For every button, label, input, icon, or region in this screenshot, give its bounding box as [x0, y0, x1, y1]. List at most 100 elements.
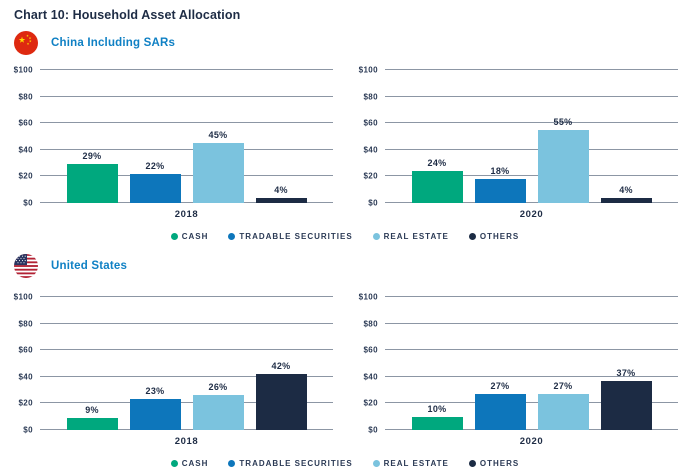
- legend-label: TRADABLE SECURITIES: [239, 458, 353, 468]
- legend-item-real-estate: REAL ESTATE: [372, 459, 449, 468]
- bar-value-label: 4%: [619, 184, 633, 195]
- gridline: [385, 375, 678, 377]
- y-axis-tick-label: $80: [363, 319, 378, 329]
- y-axis-tick-label: $100: [358, 292, 378, 302]
- bar-real-estate: 26%: [192, 382, 244, 430]
- gridline: [385, 349, 678, 351]
- y-axis-tick-label: $60: [18, 345, 33, 355]
- bar-tradable-securities: 23%: [129, 386, 181, 430]
- gridline: [385, 69, 678, 70]
- gridline: [40, 148, 333, 150]
- y-axis-tick-label: $0: [368, 425, 378, 435]
- gridline: [40, 322, 333, 324]
- legend-item-tradable-securities: TRADABLE SECURITIES: [228, 459, 352, 468]
- y-axis-tick-label: $60: [363, 118, 378, 128]
- cash-legend-dot-icon: [170, 232, 178, 240]
- cash-legend-dot-icon: [170, 459, 178, 467]
- legend-item-others: OTHERS: [468, 458, 520, 468]
- y-axis-tick-label: $40: [363, 145, 378, 155]
- bar-real-estate: 27%: [537, 381, 589, 430]
- charts-row-us: $0 $20 $40 $60 $80 $100 9% 23% 26% 42% 2018 $0 $20…: [0, 288, 690, 450]
- gridline: [385, 429, 678, 430]
- bar-cash: 29%: [66, 151, 118, 203]
- legend-item-cash: CASH: [170, 231, 209, 241]
- bar-cash: 9%: [66, 405, 118, 430]
- gridline: [385, 175, 678, 177]
- bar-value-label: 24%: [427, 158, 447, 169]
- gridline: [40, 375, 333, 377]
- section-header-china: China Including SARs: [14, 31, 690, 55]
- tradable-securities-legend-dot-icon: [228, 232, 236, 240]
- y-axis-tick-label: $80: [18, 92, 33, 102]
- bar-tradable-securities: 27%: [474, 381, 526, 430]
- gridline: [40, 95, 333, 97]
- chart-us-2018: $0 $20 $40 $60 $80 $100 9% 23% 26% 42% 2018: [0, 288, 345, 450]
- real-estate-legend-dot-icon: [372, 459, 380, 467]
- tradable-securities-legend-dot-icon: [228, 459, 236, 467]
- plot-area-us-2018: $0 $20 $40 $60 $80 $100 9% 23% 26% 42%: [14, 293, 333, 435]
- bar-value-label: 27%: [553, 381, 573, 392]
- others-legend-dot-icon: [468, 232, 476, 240]
- x-axis-label: 2018: [174, 209, 199, 220]
- legend-china: CASH TRADABLE SECURITIES REAL ESTATE OTH…: [0, 229, 690, 243]
- legend-label: OTHERS: [479, 231, 520, 241]
- bar-value-label: 18%: [490, 166, 510, 177]
- y-axis-tick-label: $40: [363, 372, 378, 382]
- bar-real-estate: 55%: [537, 117, 589, 203]
- gridline: [385, 95, 678, 97]
- gridline: [385, 296, 678, 297]
- gridline: [40, 122, 333, 124]
- plot-area-china-2020: $0 $20 $40 $60 $80 $100 24% 18% 55% 4%: [359, 66, 678, 208]
- x-axis-label: 2020: [519, 436, 544, 447]
- bar-value-label: 4%: [274, 184, 288, 195]
- gridline: [385, 202, 678, 203]
- y-axis-tick-label: $0: [23, 198, 33, 208]
- bars-group: 9% 23% 26% 42%: [40, 297, 333, 430]
- y-axis-tick-label: $40: [18, 372, 33, 382]
- bars-group: 10% 27% 27% 37%: [385, 297, 678, 430]
- real-estate-legend-dot-icon: [372, 232, 380, 240]
- legend-label: REAL ESTATE: [383, 231, 449, 241]
- section-title-china: China Including SARs: [51, 37, 176, 49]
- bar-value-label: 22%: [145, 160, 165, 171]
- legend-label: TRADABLE SECURITIES: [239, 231, 353, 241]
- bar-value-label: 55%: [553, 116, 573, 127]
- y-axis-tick-label: $20: [18, 398, 33, 408]
- y-axis-tick-label: $60: [18, 118, 33, 128]
- bar-others: 42%: [255, 361, 307, 430]
- gridline: [40, 429, 333, 430]
- bar-others: 37%: [600, 368, 652, 430]
- bar-tradable-securities: 18%: [474, 166, 526, 203]
- bar-value-label: 45%: [208, 130, 228, 141]
- section-title-us: United States: [51, 260, 128, 272]
- gridline: [40, 175, 333, 177]
- y-axis-tick-label: $80: [363, 92, 378, 102]
- bar-cash: 24%: [411, 158, 463, 203]
- legend-item-others: OTHERS: [468, 231, 520, 241]
- y-axis-tick-label: $0: [23, 425, 33, 435]
- bar-value-label: 27%: [490, 381, 510, 392]
- us-flag-icon: [14, 254, 38, 278]
- bar-value-label: 23%: [145, 386, 165, 397]
- x-axis-label: 2020: [519, 209, 544, 220]
- gridline: [385, 322, 678, 324]
- legend-label: CASH: [181, 231, 209, 241]
- bar-cash: 10%: [411, 404, 463, 430]
- bar-real-estate: 45%: [192, 130, 244, 203]
- gridline: [385, 402, 678, 404]
- y-axis-tick-label: $80: [18, 319, 33, 329]
- gridline: [385, 148, 678, 150]
- legend-label: OTHERS: [479, 458, 520, 468]
- gridline: [40, 349, 333, 351]
- legend-item-tradable-securities: TRADABLE SECURITIES: [228, 232, 352, 241]
- y-axis-tick-label: $100: [358, 65, 378, 75]
- bar-value-label: 29%: [82, 151, 102, 162]
- gridline: [40, 202, 333, 203]
- bar-others: 4%: [255, 185, 307, 203]
- legend-label: CASH: [181, 458, 209, 468]
- y-axis-tick-label: $100: [13, 292, 33, 302]
- y-axis-tick-label: $20: [363, 398, 378, 408]
- x-axis-label: 2018: [174, 436, 199, 447]
- legend-item-real-estate: REAL ESTATE: [372, 231, 449, 241]
